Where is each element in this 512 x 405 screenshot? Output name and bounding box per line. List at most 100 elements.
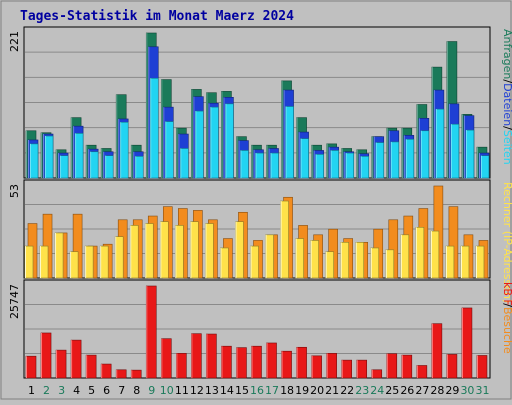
bar-kbf (85, 354, 97, 379)
bar-seiten (134, 156, 144, 179)
x-tick-label: 4 (73, 384, 80, 397)
bar-seiten (435, 108, 445, 179)
x-tick-label: 24 (370, 384, 384, 397)
legend-entry: Dateien (501, 83, 512, 126)
x-tick-label: 25 (385, 384, 399, 397)
bar-rechner (265, 234, 274, 279)
bar-seiten (360, 156, 370, 179)
bar-seiten (420, 130, 430, 179)
bar-kbf (356, 359, 368, 379)
bar-rechner (175, 225, 184, 279)
bar-seiten (74, 133, 84, 179)
chart-title: Tages-Statistik im Monat Maerz 2024 (20, 9, 294, 24)
x-tick-label: 28 (430, 384, 444, 397)
legend-separator: / (501, 303, 512, 307)
bar-kbf (115, 369, 127, 379)
bar-kbf (371, 369, 383, 379)
bar-kbf (236, 347, 247, 379)
bar-kbf (70, 339, 82, 379)
bar-kbf (55, 349, 67, 379)
x-tick-label: 26 (400, 384, 414, 397)
bar-kbf (476, 355, 488, 379)
x-tick-label: 17 (265, 384, 279, 397)
bar-seiten (465, 129, 475, 179)
x-tick-label: 2 (43, 384, 50, 397)
bar-seiten (210, 106, 219, 179)
x-tick-label: 16 (250, 384, 264, 397)
bar-seiten (375, 142, 385, 179)
x-tick-label: 8 (133, 384, 140, 397)
legend-entry: Anfragen (501, 29, 512, 79)
x-tick-label: 23 (355, 384, 369, 397)
bar-kbf (386, 353, 398, 379)
legend-separator: / (501, 79, 512, 83)
chart-panel-visits: 53 Rechner (IP-Adressen)/Besuche (8, 179, 512, 354)
bar-kbf (296, 346, 307, 379)
x-tick-label: 7 (118, 384, 125, 397)
x-tick-label: 14 (220, 384, 234, 397)
side-legend: kB F (501, 282, 512, 306)
x-tick-label: 15 (235, 384, 249, 397)
legend-entry: Seiten (501, 130, 512, 165)
bar-seiten (225, 103, 234, 179)
x-tick-label: 18 (280, 384, 294, 397)
bar-rechner (190, 221, 199, 279)
bar-kbf (130, 369, 142, 379)
bar-rechner (475, 245, 485, 279)
x-tick-label: 31 (475, 384, 489, 397)
bar-rechner (114, 236, 124, 279)
bar-seiten (89, 151, 99, 179)
x-tick-label: 10 (160, 384, 174, 397)
bar-rechner (39, 245, 49, 279)
bar-kbf (176, 353, 187, 379)
x-tick-label: 9 (148, 384, 155, 397)
bar-rechner (69, 251, 79, 279)
bar-rechner (220, 247, 229, 279)
bar-rechner (99, 245, 109, 279)
bar-seiten (405, 138, 415, 179)
bar-rechner (24, 245, 34, 279)
bar-seiten (104, 155, 114, 179)
bar-kbf (266, 342, 277, 379)
bar-seiten (180, 148, 189, 179)
bar-rechner (370, 247, 380, 279)
bar-rechner (235, 221, 244, 279)
bar-kbf (461, 307, 473, 379)
bar-rechner (430, 230, 440, 279)
bar-rechner (280, 200, 289, 279)
bar-kbf (206, 333, 217, 379)
bar-rechner (84, 245, 94, 279)
x-tick-label: 22 (340, 384, 354, 397)
x-tick-label: 19 (295, 384, 309, 397)
bar-kbf (311, 355, 322, 379)
bar-kbf (191, 333, 202, 379)
chart-panel-kbytes: 25747 kB F (8, 279, 512, 379)
bar-rechner (400, 234, 410, 279)
bar-seiten (29, 143, 39, 179)
x-tick-label: 27 (415, 384, 429, 397)
bar-rechner (415, 227, 425, 279)
bar-seiten (119, 121, 129, 179)
bar-rechner (54, 232, 64, 279)
bar-seiten (270, 152, 279, 179)
bar-kbf (341, 359, 352, 379)
x-tick-label: 21 (325, 384, 339, 397)
bar-kbf (100, 363, 112, 379)
bar-seiten (345, 152, 354, 179)
bar-rechner (129, 225, 139, 279)
x-tick-label: 3 (58, 384, 65, 397)
side-legend: Rechner (IP-Adressen)/Besuche (501, 182, 512, 354)
bar-kbf (221, 345, 232, 379)
bar-kbf (446, 354, 458, 379)
bar-rechner (445, 245, 455, 279)
bar-kbf (145, 285, 157, 379)
bar-rechner (205, 223, 214, 279)
bar-rechner (295, 238, 304, 279)
bar-seiten (164, 121, 174, 179)
bar-kbf (431, 323, 443, 379)
bar-seiten (255, 152, 264, 179)
bar-rechner (144, 223, 154, 279)
